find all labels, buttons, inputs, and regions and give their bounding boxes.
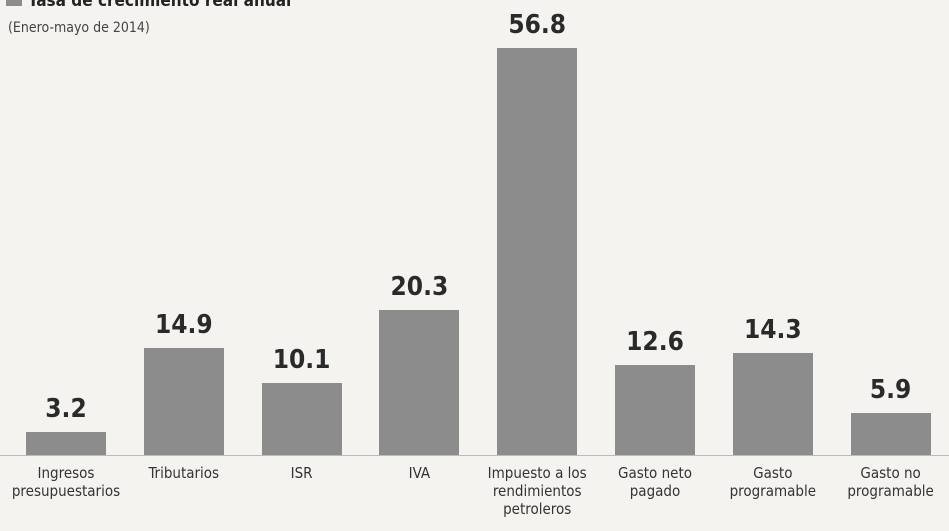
chart-subtitle: (Enero-mayo de 2014) [8,20,150,36]
value-label: 14.9 [154,310,213,341]
x-tick-label: Gasto no programable [847,464,934,500]
x-tick-label: Gasto programable [729,464,817,500]
value-label: 20.3 [390,271,449,302]
value-label: 56.8 [508,10,567,40]
bar [26,432,106,455]
chart-title: Tasa de crecimiento real anual [28,0,292,11]
x-tick-label: Impuesto a los rendimientos petroleros [487,464,587,518]
value-label: 14.3 [743,314,802,345]
x-tick-label: Gasto neto pagado [618,464,692,500]
bar [379,309,460,455]
bar [850,412,931,455]
baseline [0,455,949,456]
x-tick-label: Ingresos presupuestarios [11,464,121,500]
value-label: 5.9 [869,374,912,405]
bar [732,352,813,455]
bar [261,382,342,455]
bar [615,364,695,455]
bar [143,348,224,455]
value-label: 10.1 [272,344,331,375]
x-tick-label: ISR [290,464,313,482]
value-label: 12.6 [626,326,684,357]
x-tick-label: IVA [408,464,431,482]
legend-swatch [6,0,22,6]
bar [497,48,578,455]
x-tick-label: Tributarios [148,464,220,482]
value-label: 3.2 [45,394,87,425]
